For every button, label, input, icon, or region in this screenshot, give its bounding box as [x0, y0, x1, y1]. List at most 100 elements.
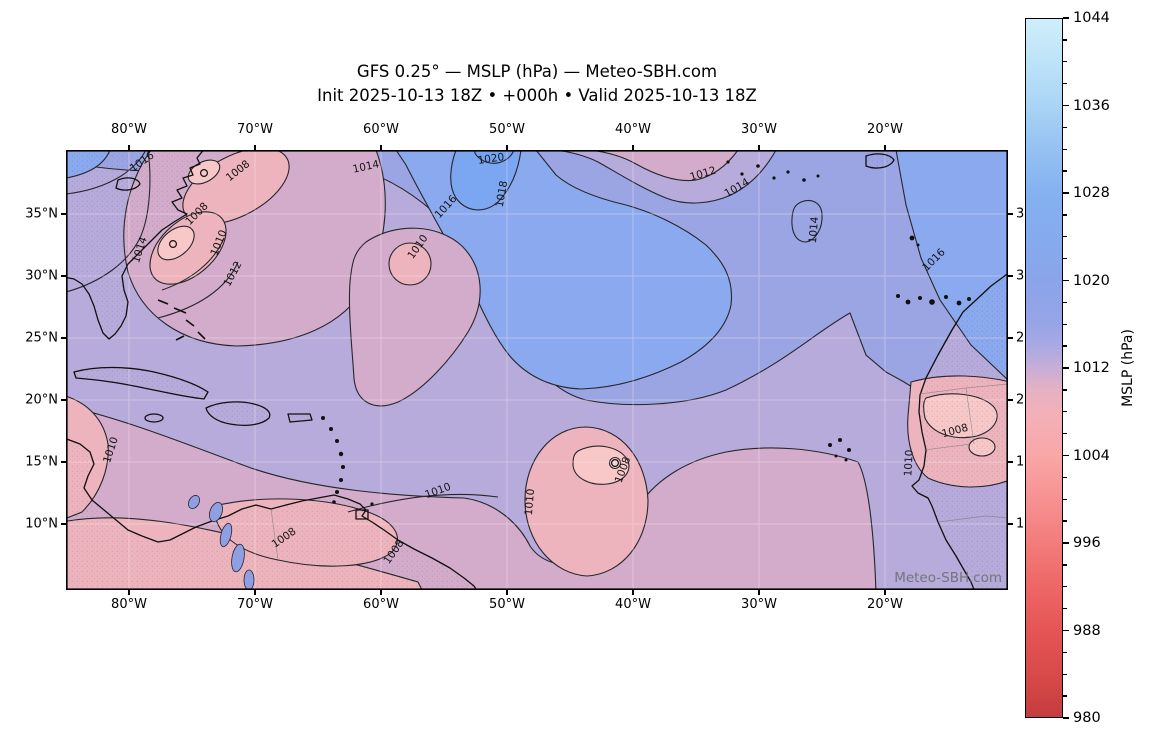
colorbar-minor-tick: [1063, 39, 1067, 41]
page-title: GFS 0.25° — MSLP (hPa) — Meteo-SBH.com: [356, 62, 718, 81]
low-center-markers: [168, 169, 619, 468]
colorbar-minor-tick: [1063, 214, 1067, 216]
watermark: Meteo-SBH.com: [894, 570, 1002, 586]
x-tick-label-bottom: 80°W: [111, 597, 147, 612]
x-tick-mark: [128, 590, 130, 595]
x-tick-mark: [884, 590, 886, 595]
colorbar-major-tick: [1063, 367, 1069, 369]
fill-subtropical-low-1012: [348, 227, 481, 407]
y-tick-label: 35°N: [25, 206, 58, 222]
colorbar-tick-label: 1044: [1073, 10, 1110, 26]
y-tick-label-clipped: 3: [1016, 206, 1025, 222]
colorbar-minor-tick: [1063, 651, 1067, 654]
y-tick-mark: [1008, 337, 1013, 339]
colorbar-minor-tick: [1063, 586, 1067, 588]
y-tick-mark: [1008, 275, 1013, 277]
contour-label: 1014: [352, 158, 381, 175]
colorbar-tick-label: 1028: [1073, 185, 1110, 201]
colorbar-minor-tick: [1063, 607, 1067, 610]
low-center-marker: [610, 459, 619, 468]
colorbar-minor-tick: [1063, 170, 1067, 172]
lake-outline: [115, 177, 141, 191]
colorbar-major-tick: [1063, 17, 1069, 19]
colorbar-minor-tick: [1063, 126, 1067, 129]
y-tick-label-clipped: 3: [1016, 268, 1025, 284]
x-tick-label-top: 70°W: [237, 122, 273, 137]
y-tick-mark: [1008, 523, 1013, 525]
x-tick-mark: [254, 145, 256, 150]
fill-tropical-low-1008: [572, 445, 630, 485]
y-tick-mark: [1008, 399, 1013, 401]
colorbar-tick-label: 988: [1073, 622, 1101, 639]
y-tick-mark: [1008, 213, 1013, 215]
puerto-rico: [287, 413, 313, 423]
colorbar-axis-label: MSLP (hPa): [1120, 329, 1136, 407]
colorbar-major-tick: [1063, 279, 1069, 282]
colorbar-major-tick: [1063, 104, 1069, 107]
colorbar-major-tick: [1063, 454, 1069, 457]
y-tick-mark: [61, 213, 66, 215]
hispaniola-coast: [205, 401, 271, 426]
colorbar-minor-tick: [1063, 301, 1067, 304]
colorbar-tick-label: 1036: [1073, 97, 1110, 114]
cuba-coast: [73, 366, 209, 400]
y-tick-label-clipped: 1: [1016, 454, 1025, 470]
x-tick-label-bottom: 70°W: [237, 597, 273, 612]
colorbar-tick-label: 980: [1073, 710, 1101, 726]
x-tick-mark: [884, 145, 886, 150]
low-center-marker: [168, 239, 177, 248]
fill-trough-pink: [589, 150, 739, 182]
y-tick-label: 10°N: [25, 516, 58, 532]
colorbar-minor-tick: [1063, 323, 1067, 325]
colorbar-minor-tick: [1063, 82, 1067, 85]
y-tick-mark: [61, 461, 66, 463]
colorbar-major-tick: [1063, 542, 1069, 544]
jamaica: [144, 413, 164, 423]
azores-main-island: [865, 153, 895, 169]
x-tick-mark: [758, 590, 760, 595]
colorbar-minor-tick: [1063, 345, 1067, 347]
x-tick-label-bottom: 20°W: [867, 597, 903, 612]
x-tick-label-top: 40°W: [615, 122, 651, 137]
bahamas-slivers: [157, 299, 206, 341]
colorbar: [1025, 18, 1063, 718]
x-tick-mark: [128, 145, 130, 150]
colorbar-major-tick: [1063, 629, 1069, 632]
colorbar-minor-tick: [1063, 564, 1067, 566]
map-frame: [66, 150, 1008, 590]
colorbar-minor-tick: [1063, 520, 1067, 522]
x-tick-mark: [506, 145, 508, 150]
y-tick-label: 15°N: [25, 454, 58, 470]
contour-label: 1010: [523, 488, 537, 516]
contour-label: 1014: [807, 216, 821, 244]
x-tick-mark: [506, 590, 508, 595]
colorbar-minor-tick: [1063, 411, 1067, 413]
y-tick-label: 20°N: [25, 392, 58, 408]
coastlines: [66, 150, 1008, 590]
colorbar-minor-tick: [1063, 673, 1067, 675]
x-tick-label-top: 50°W: [489, 122, 525, 137]
colorbar-minor-tick: [1063, 476, 1067, 479]
x-tick-label-bottom: 40°W: [615, 597, 651, 612]
x-tick-label-bottom: 30°W: [741, 597, 777, 612]
y-tick-label-clipped: 2: [1016, 392, 1025, 408]
y-tick-mark: [1008, 461, 1013, 463]
colorbar-minor-tick: [1063, 61, 1067, 63]
colorbar-minor-tick: [1063, 432, 1067, 435]
y-tick-mark: [61, 399, 66, 401]
colorbar-minor-tick: [1063, 236, 1067, 238]
x-tick-label-bottom: 60°W: [363, 597, 399, 612]
y-tick-mark: [61, 523, 66, 525]
y-tick-label: 25°N: [25, 330, 58, 346]
island-dots: [321, 160, 971, 506]
fill-1018-1020: [450, 150, 522, 211]
low-center-marker: [200, 169, 209, 178]
colorbar-minor-tick: [1063, 695, 1067, 697]
gridlines: [66, 150, 1008, 590]
x-tick-mark: [758, 145, 760, 150]
colorbar-minor-tick: [1063, 148, 1067, 150]
x-tick-label-top: 30°W: [741, 122, 777, 137]
y-tick-mark: [61, 275, 66, 277]
